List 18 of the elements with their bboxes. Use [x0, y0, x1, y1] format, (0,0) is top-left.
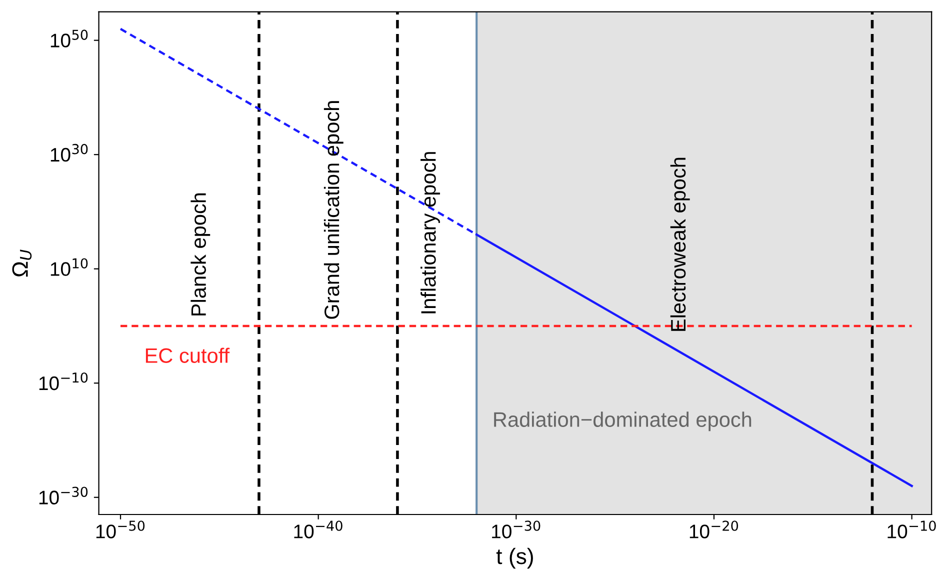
x-axis-title: t (s): [496, 548, 533, 569]
y-tick-label: 10$^{50}$: [50, 30, 88, 48]
annotation: Grand unification epoch: [324, 101, 344, 319]
x-tick-label: 10$^{−50}$: [96, 520, 145, 538]
annotation: Electroweak epoch: [670, 158, 690, 331]
annotation: Planck epoch: [190, 193, 210, 316]
annotation: Inflationary epoch: [420, 152, 440, 314]
x-tick-label: 10$^{−30}$: [492, 520, 540, 538]
x-tick-label: 10$^{−10}$: [888, 520, 936, 538]
y-tick-label: 10$^{10}$: [50, 258, 88, 276]
x-tick-label: 10$^{−40}$: [294, 520, 342, 538]
y-tick-label: 10$^{30}$: [50, 144, 88, 162]
y-tick-label: 10$^{−30}$: [39, 486, 88, 504]
series-label: EC cutoff: [146, 348, 230, 363]
band-label: Radiation−dominated epoch: [494, 412, 752, 432]
x-tick-label: 10$^{−20}$: [690, 520, 738, 538]
y-tick-label: 10$^{−10}$: [39, 372, 88, 390]
y-axis-title: Ω$_{U}$: [12, 250, 32, 277]
